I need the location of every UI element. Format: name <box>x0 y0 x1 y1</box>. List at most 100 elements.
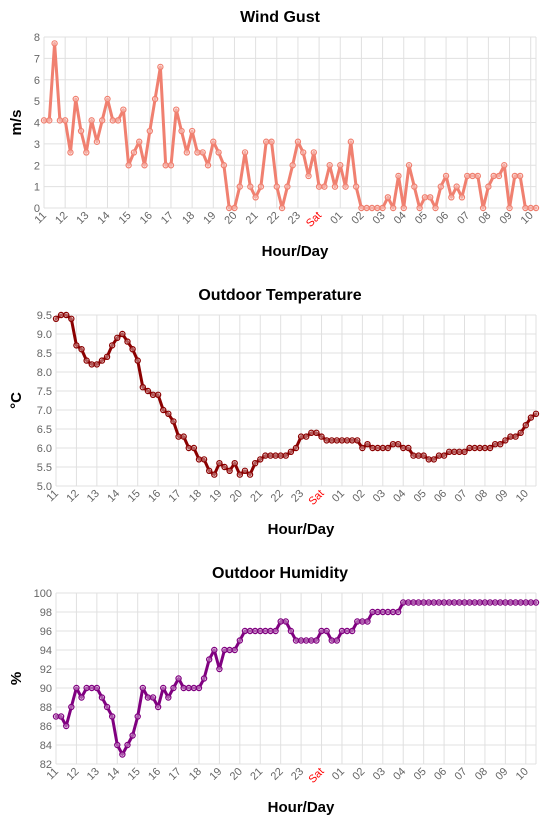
x-tick-label: 02 <box>350 488 367 505</box>
outdoor-temperature-data-point <box>333 437 341 444</box>
outdoor-humidity-data-point <box>420 599 427 606</box>
outdoor-temperature-data-point <box>461 448 468 455</box>
x-tick-label: 21 <box>244 210 261 227</box>
outdoor-humidity-data-point <box>476 599 484 606</box>
outdoor-temperature-data-point <box>63 311 70 319</box>
outdoor-humidity-data-point <box>185 684 192 692</box>
wind-gust-data-point <box>421 194 429 201</box>
wind-gust-data-point <box>374 204 381 212</box>
wind-gust-data-point <box>98 117 106 124</box>
outdoor-humidity-data-point <box>374 608 381 616</box>
wind-gust-data-point <box>400 204 407 212</box>
y-tick-label: 2 <box>34 160 40 172</box>
outdoor-temperature-data-point <box>445 448 453 455</box>
outdoor-temperature-data-point <box>430 456 438 463</box>
outdoor-humidity-data-point <box>303 637 310 644</box>
wind-gust-data-point <box>495 172 503 180</box>
outdoor-humidity-data-point <box>139 684 147 692</box>
outdoor-temperature-data-point <box>57 311 65 319</box>
wind-gust-data-point <box>61 117 69 124</box>
x-tick-label: 10 <box>514 488 531 505</box>
outdoor-temperature-series-line <box>54 313 538 477</box>
wind-gust-data-point <box>289 162 296 169</box>
outdoor-temperature-data-point <box>471 444 478 452</box>
wind-gust-data-point <box>225 204 233 212</box>
y-tick-label: 9.5 <box>37 310 52 322</box>
y-tick-label: 7 <box>34 53 40 65</box>
outdoor-humidity-data-point <box>83 684 90 692</box>
x-tick-label: 05 <box>413 210 430 227</box>
wind-gust-data-point <box>363 204 370 212</box>
wind-gust-data-point <box>527 204 534 212</box>
wind-gust-data-point <box>262 138 270 145</box>
outdoor-temperature-data-point <box>170 418 177 425</box>
wind-gust-data-point <box>405 162 413 169</box>
wind-gust-data-point <box>326 162 333 169</box>
outdoor-temperature-data-point <box>491 440 499 448</box>
x-tick-label: 01 <box>330 488 347 505</box>
x-tick-label: 23 <box>286 210 303 227</box>
x-tick-label: 23 <box>289 766 306 783</box>
outdoor-temperature-data-point <box>78 345 85 353</box>
outdoor-temperature-data-point <box>211 471 218 478</box>
outdoor-temperature-data-point <box>68 315 75 323</box>
outdoor-temperature-data-point <box>415 452 422 459</box>
wind-gust-data-point <box>210 138 217 145</box>
x-tick-label: 19 <box>207 488 224 505</box>
x-tick-label: 13 <box>85 488 102 505</box>
x-tick-label: 18 <box>187 488 204 505</box>
x-tick-label: 17 <box>167 488 184 505</box>
outdoor-temperature-data-point <box>292 444 300 452</box>
wind-gust-data-point <box>178 127 185 135</box>
y-tick-label: 6 <box>34 75 40 87</box>
chart-title: Wind Gust <box>240 9 321 26</box>
outdoor-humidity-data-point <box>430 599 438 606</box>
outdoor-temperature-data-point <box>308 429 315 436</box>
outdoor-temperature-data-point <box>343 437 351 444</box>
y-tick-label: 9.0 <box>37 329 52 341</box>
outdoor-temperature-data-point <box>486 444 494 452</box>
outdoor-humidity-data-point <box>287 627 295 635</box>
outdoor-humidity-data-point <box>124 741 131 749</box>
x-tick-label: 06 <box>434 210 451 227</box>
x-tick-label: 15 <box>117 210 134 227</box>
outdoor-humidity-data-point <box>415 599 422 606</box>
x-tick-label: 18 <box>180 210 197 227</box>
x-axis-title: Hour/Day <box>262 243 329 260</box>
outdoor-temperature-data-point <box>481 444 489 452</box>
outdoor-humidity-data-point <box>328 637 335 644</box>
x-tick-label: 22 <box>269 488 286 505</box>
outdoor-temperature-data-point <box>420 452 427 459</box>
x-tick-label: 20 <box>228 488 245 505</box>
x-tick-label: 22 <box>265 210 282 227</box>
outdoor-humidity-data-point <box>517 599 524 606</box>
wind-gust-data-point <box>479 204 487 212</box>
x-tick-label: 05 <box>412 488 429 505</box>
outdoor-humidity-data-point <box>165 694 172 701</box>
outdoor-temperature-data-point <box>394 440 402 448</box>
chart-title: Outdoor Temperature <box>198 287 361 304</box>
x-tick-label: 07 <box>455 210 472 227</box>
x-axis-title: Hour/Day <box>268 799 335 816</box>
x-tick-label: 12 <box>64 488 81 505</box>
y-tick-label: 6.5 <box>37 424 52 436</box>
y-tick-label: 94 <box>40 645 52 657</box>
wind-gust-data-point <box>157 63 164 71</box>
outdoor-temperature-data-point <box>103 353 111 361</box>
outdoor-temperature-data-point <box>435 452 443 459</box>
outdoor-temperature-data-point <box>129 345 136 353</box>
x-tick-label: 14 <box>105 488 122 505</box>
outdoor-humidity-data-point <box>119 751 126 758</box>
outdoor-humidity-data-point <box>129 732 136 739</box>
outdoor-humidity-data-point <box>313 637 320 644</box>
x-tick-label: 06 <box>432 766 449 783</box>
outdoor-humidity-data-point <box>451 599 458 606</box>
wind-gust-data-point <box>257 183 265 190</box>
wind-gust-data-point <box>337 162 344 169</box>
outdoor-humidity-data-point <box>272 627 279 635</box>
outdoor-temperature-data-point <box>384 444 392 452</box>
outdoor-humidity-data-point <box>246 627 254 635</box>
y-tick-label: 8.0 <box>37 367 52 379</box>
outdoor-humidity-data-point <box>221 646 228 654</box>
